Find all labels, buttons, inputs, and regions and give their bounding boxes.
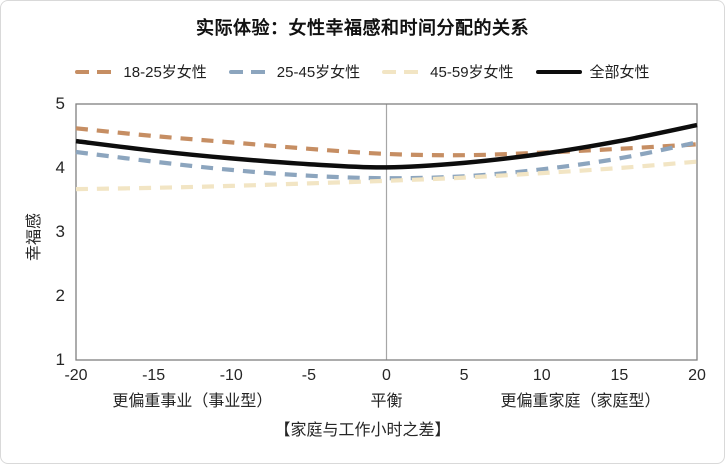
x-zone-label-0: 更偏重事业（事业型）	[112, 393, 273, 410]
x-axis-title: 【家庭与工作小时之差】	[274, 422, 451, 439]
x-tick-label--15: -15	[142, 367, 166, 384]
y-tick-label-2: 2	[55, 286, 65, 305]
x-tick-label-0: 0	[382, 367, 391, 384]
y-axis-title: 幸福感	[26, 213, 43, 262]
legend: 18-25岁女性 25-45岁女性 45-59岁女性 全部女性	[1, 61, 724, 82]
legend-item-18-25: 18-25岁女性	[75, 61, 207, 82]
legend-dash-swatch-18-25	[75, 69, 116, 74]
legend-solid-swatch-all	[535, 69, 582, 74]
x-tick-label--10: -10	[219, 367, 243, 384]
series-line-3	[75, 122, 698, 170]
y-tick-label-5: 5	[55, 94, 65, 113]
legend-label: 全部女性	[589, 64, 650, 81]
legend-dash-swatch-25-45	[228, 69, 269, 74]
legend-label: 25-45岁女性	[276, 64, 361, 81]
x-tick-label--5: -5	[301, 367, 316, 384]
plot-border	[75, 103, 698, 361]
legend-label: 18-25岁女性	[123, 64, 207, 81]
legend-dash-swatch-45-59	[382, 69, 423, 74]
chart-title: 实际体验：女性幸福感和时间分配的关系	[196, 18, 529, 38]
x-tick-label--20: -20	[64, 367, 88, 384]
y-tick-label-3: 3	[55, 222, 65, 241]
legend-item-25-45: 25-45岁女性	[228, 61, 361, 82]
x-zone-label-2: 更偏重家庭（家庭型）	[500, 393, 661, 410]
x-tick-label-20: 20	[688, 367, 706, 384]
legend-item-45-59: 45-59岁女性	[382, 61, 514, 82]
y-tick-label-1: 1	[55, 350, 65, 369]
legend-label: 45-59岁女性	[430, 64, 514, 81]
x-tick-label-5: 5	[459, 367, 469, 384]
legend-item-all: 全部女性	[535, 61, 650, 82]
x-tick-label-10: 10	[532, 367, 551, 384]
x-zone-label-1: 平衡	[370, 393, 403, 410]
y-tick-label-4: 4	[55, 158, 65, 177]
x-tick-label-15: 15	[610, 367, 629, 384]
